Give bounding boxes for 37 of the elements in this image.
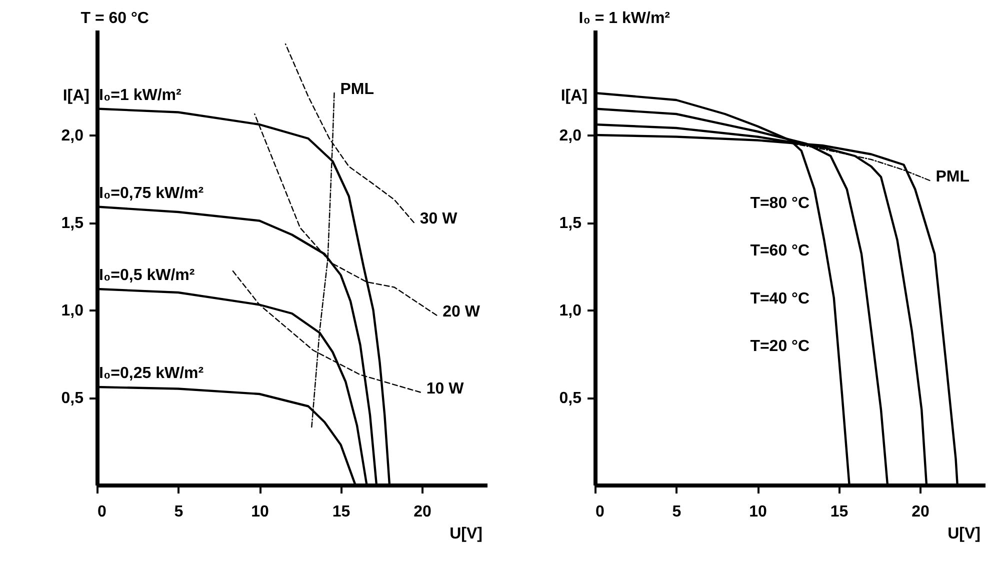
- y-tick-label: 1,5: [61, 215, 84, 232]
- x-tick-label: 10: [251, 504, 269, 520]
- x-axis-title: U[V]: [948, 526, 980, 542]
- x-tick-label: 5: [174, 504, 184, 520]
- y-axis-title: I[A]: [62, 88, 90, 104]
- series-label: I₀=0,5 kW/m²: [99, 267, 195, 284]
- y-tick-label: 2,0: [559, 128, 582, 144]
- series-label: PML: [936, 168, 970, 186]
- y-tick-label: 1,0: [61, 302, 84, 320]
- x-tick-label: 10: [749, 504, 767, 520]
- annotation: T=20 °C: [750, 338, 810, 356]
- series-label: PML: [340, 81, 374, 98]
- x-tick-label: 20: [912, 504, 930, 520]
- series-label: 30 W: [420, 210, 458, 228]
- series-label: 20 W: [442, 303, 481, 320]
- y-tick-label: 2,0: [61, 128, 84, 144]
- x-tick-label: 0: [596, 504, 604, 520]
- x-axis-title: U[V]: [450, 526, 482, 542]
- y-tick-label: 1,5: [559, 215, 582, 232]
- chart-title: I₀ = 1 kW/m²: [578, 10, 670, 27]
- x-tick-label: 5: [672, 504, 682, 520]
- y-tick-label: 0,5: [559, 390, 582, 407]
- annotation: T=80 °C: [750, 194, 810, 212]
- series-label: I₀=0,75 kW/m²: [99, 184, 204, 202]
- series-label: I₀=1 kW/m²: [99, 86, 182, 104]
- y-axis-title: I[A]: [560, 88, 588, 104]
- y-tick-label: 1,0: [559, 302, 582, 320]
- y-tick-label: 0,5: [61, 390, 84, 407]
- series-label: 10 W: [426, 380, 465, 398]
- x-tick-label: 15: [332, 504, 350, 520]
- annotation: T=40 °C: [750, 290, 810, 308]
- x-tick-label: 0: [98, 504, 106, 520]
- x-tick-label: 20: [414, 504, 432, 520]
- series-label: I₀=0,25 kW/m²: [99, 365, 204, 382]
- annotation: T=60 °C: [750, 242, 810, 260]
- x-tick-label: 15: [830, 504, 848, 520]
- chart-title: T = 60 °C: [80, 10, 150, 27]
